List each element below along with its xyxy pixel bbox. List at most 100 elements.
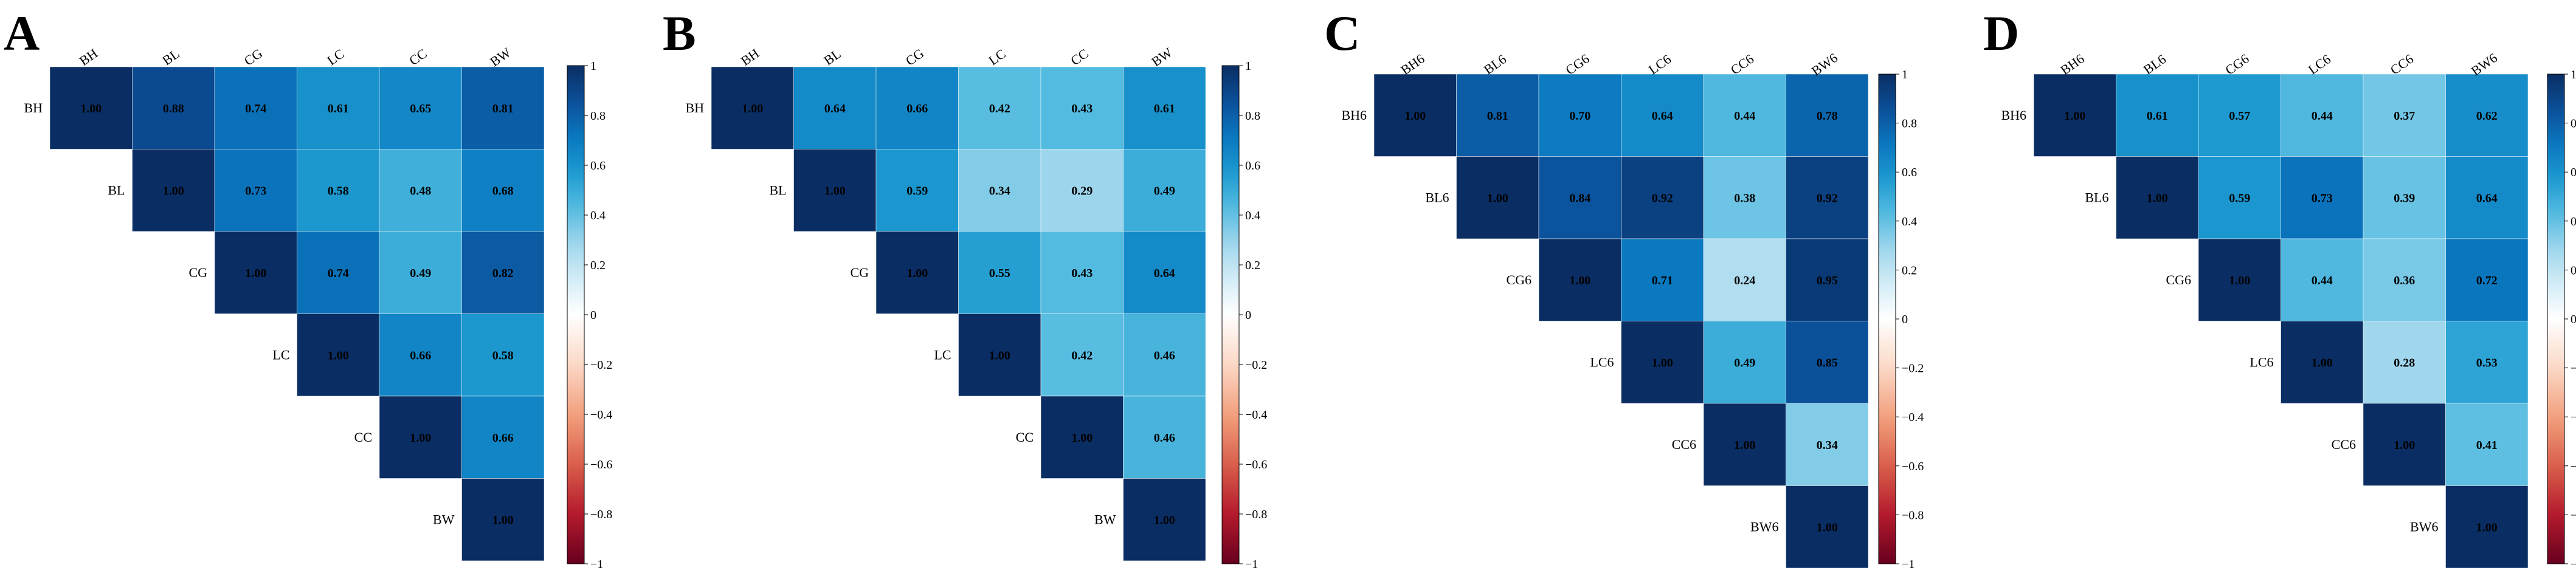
column-label: BH <box>738 46 762 69</box>
heatmap-cell <box>379 395 462 479</box>
cell-value-label: 0.64 <box>824 102 846 115</box>
cell-value-label: 0.49 <box>1154 184 1175 197</box>
heatmap-cell <box>2445 238 2529 321</box>
cell-value-label: 0.92 <box>1817 191 1838 205</box>
cell-value-label: 0.72 <box>2476 274 2498 287</box>
row-label: BH6 <box>1341 108 1367 123</box>
cell-value-label: 0.66 <box>492 431 514 445</box>
colorbar-tick-label: −0.6 <box>2571 460 2576 473</box>
colorbar-tick-label: 0.4 <box>1902 215 1917 228</box>
colorbar-tick-label: −1 <box>1245 558 1258 571</box>
colorbar-tick-label: 0.4 <box>2571 215 2576 228</box>
heatmap-cell <box>1123 231 1206 314</box>
cell-value-label: 1.00 <box>1652 356 1673 369</box>
cell-value-label: 0.61 <box>2147 109 2168 123</box>
heatmap-panel-c: C1.00 0.81 0.70 0.64 0.44 0.781.00 0.84 0.92 0.3… <box>1324 5 1924 571</box>
cell-value-label: 0.85 <box>1817 356 1838 369</box>
panel-letter: A <box>4 5 40 61</box>
column-label: LC <box>986 46 1008 69</box>
cell-value-label: 0.59 <box>906 184 928 197</box>
cell-value-label: 0.36 <box>2394 274 2415 287</box>
colorbar-tick-label: 0 <box>590 309 596 322</box>
colorbar-tick-label: −0.8 <box>1245 508 1267 521</box>
colorbar-tick-label: −0.4 <box>2571 411 2576 424</box>
heatmap-cell <box>2281 74 2364 157</box>
cell-value-label: 0.74 <box>328 267 349 280</box>
colorbar-tick-label: 1 <box>2571 68 2576 81</box>
column-label: CG6 <box>1563 51 1592 78</box>
heatmap-cell <box>2445 403 2529 486</box>
cell-value-label: 0.28 <box>2394 356 2415 369</box>
column-label: BH6 <box>2057 51 2087 78</box>
cell-value-label: 1.00 <box>245 267 266 280</box>
row-label: BH <box>685 100 704 115</box>
colorbar <box>567 65 585 564</box>
row-label: CG6 <box>1506 272 1531 287</box>
heatmap-cell <box>214 149 297 232</box>
cell-value-label: 0.39 <box>2394 191 2415 205</box>
heatmap-cell <box>2363 156 2446 239</box>
cell-value-label: 1.00 <box>742 102 763 115</box>
heatmap-cell <box>461 66 545 149</box>
heatmap-cell <box>1040 313 1124 397</box>
heatmap-cell <box>379 66 462 149</box>
colorbar-tick-label: −0.2 <box>1902 362 1924 375</box>
heatmap-cell <box>379 231 462 314</box>
heatmap-cell <box>1786 238 1869 321</box>
heatmap-cell <box>1703 403 1786 486</box>
column-label: LC6 <box>1646 51 1674 77</box>
heatmap-cell <box>1538 238 1621 321</box>
column-label: BL <box>821 46 843 69</box>
cell-value-label: 0.38 <box>1734 191 1755 205</box>
cell-value-label: 1.00 <box>2394 439 2415 452</box>
colorbar-tick-label: −0.4 <box>590 408 612 422</box>
heatmap-cell <box>2445 485 2529 569</box>
heatmap-cell <box>132 149 215 232</box>
cell-value-label: 0.64 <box>2476 191 2498 205</box>
colorbar-tick-label: −1 <box>1902 558 1915 571</box>
colorbar-tick-label: 0 <box>1902 313 1908 326</box>
heatmap-cell <box>2281 321 2364 404</box>
colorbar-tick-label: 0.6 <box>590 159 606 173</box>
heatmap-cell <box>1040 395 1124 479</box>
colorbar-tick-label: −1 <box>2571 558 2576 571</box>
column-label: CG <box>903 46 927 69</box>
colorbar-tick-label: −0.4 <box>1902 411 1924 424</box>
heatmap-cell <box>1123 66 1206 149</box>
cell-value-label: 0.24 <box>1734 274 1755 287</box>
row-label: BL <box>108 182 125 197</box>
heatmap-cell <box>2281 238 2364 321</box>
row-label: CG <box>850 265 869 280</box>
heatmap-cell <box>297 231 380 314</box>
heatmap-cell <box>1538 156 1621 239</box>
heatmap-cell <box>214 231 297 314</box>
cell-value-label: 1.00 <box>1569 274 1590 287</box>
cell-value-label: 0.82 <box>492 267 514 280</box>
cell-value-label: 1.00 <box>1487 191 1508 205</box>
cell-value-label: 0.78 <box>1817 109 1838 123</box>
heatmap-cell <box>1786 403 1869 486</box>
row-label: BW6 <box>1750 519 1778 534</box>
colorbar-tick-label: −0.8 <box>1902 508 1924 522</box>
colorbar-tick-label: −1 <box>590 558 603 571</box>
colorbar <box>1878 74 1896 564</box>
colorbar-tick-label: −0.8 <box>2571 508 2576 522</box>
heatmap-cell <box>2445 74 2529 157</box>
colorbar-tick-label: 1 <box>1245 60 1251 73</box>
cell-value-label: 0.58 <box>492 349 514 362</box>
heatmap-cell <box>2198 238 2281 321</box>
heatmap-cell <box>1040 231 1124 314</box>
heatmap-cell <box>1040 66 1124 149</box>
cell-value-label: 0.73 <box>245 184 266 197</box>
heatmap-cell <box>461 149 545 232</box>
heatmap-cell <box>132 66 215 149</box>
colorbar-tick-label: −0.6 <box>1902 460 1924 473</box>
colorbar-tick-label: 0.4 <box>590 209 606 222</box>
row-label: BW <box>433 512 455 527</box>
colorbar-tick-label: 0.6 <box>2571 166 2576 179</box>
colorbar-tick-label: 0.2 <box>1902 264 1917 277</box>
row-label: LC6 <box>1590 354 1614 369</box>
column-label: CG6 <box>2222 51 2251 78</box>
cell-value-label: 0.95 <box>1817 274 1838 287</box>
